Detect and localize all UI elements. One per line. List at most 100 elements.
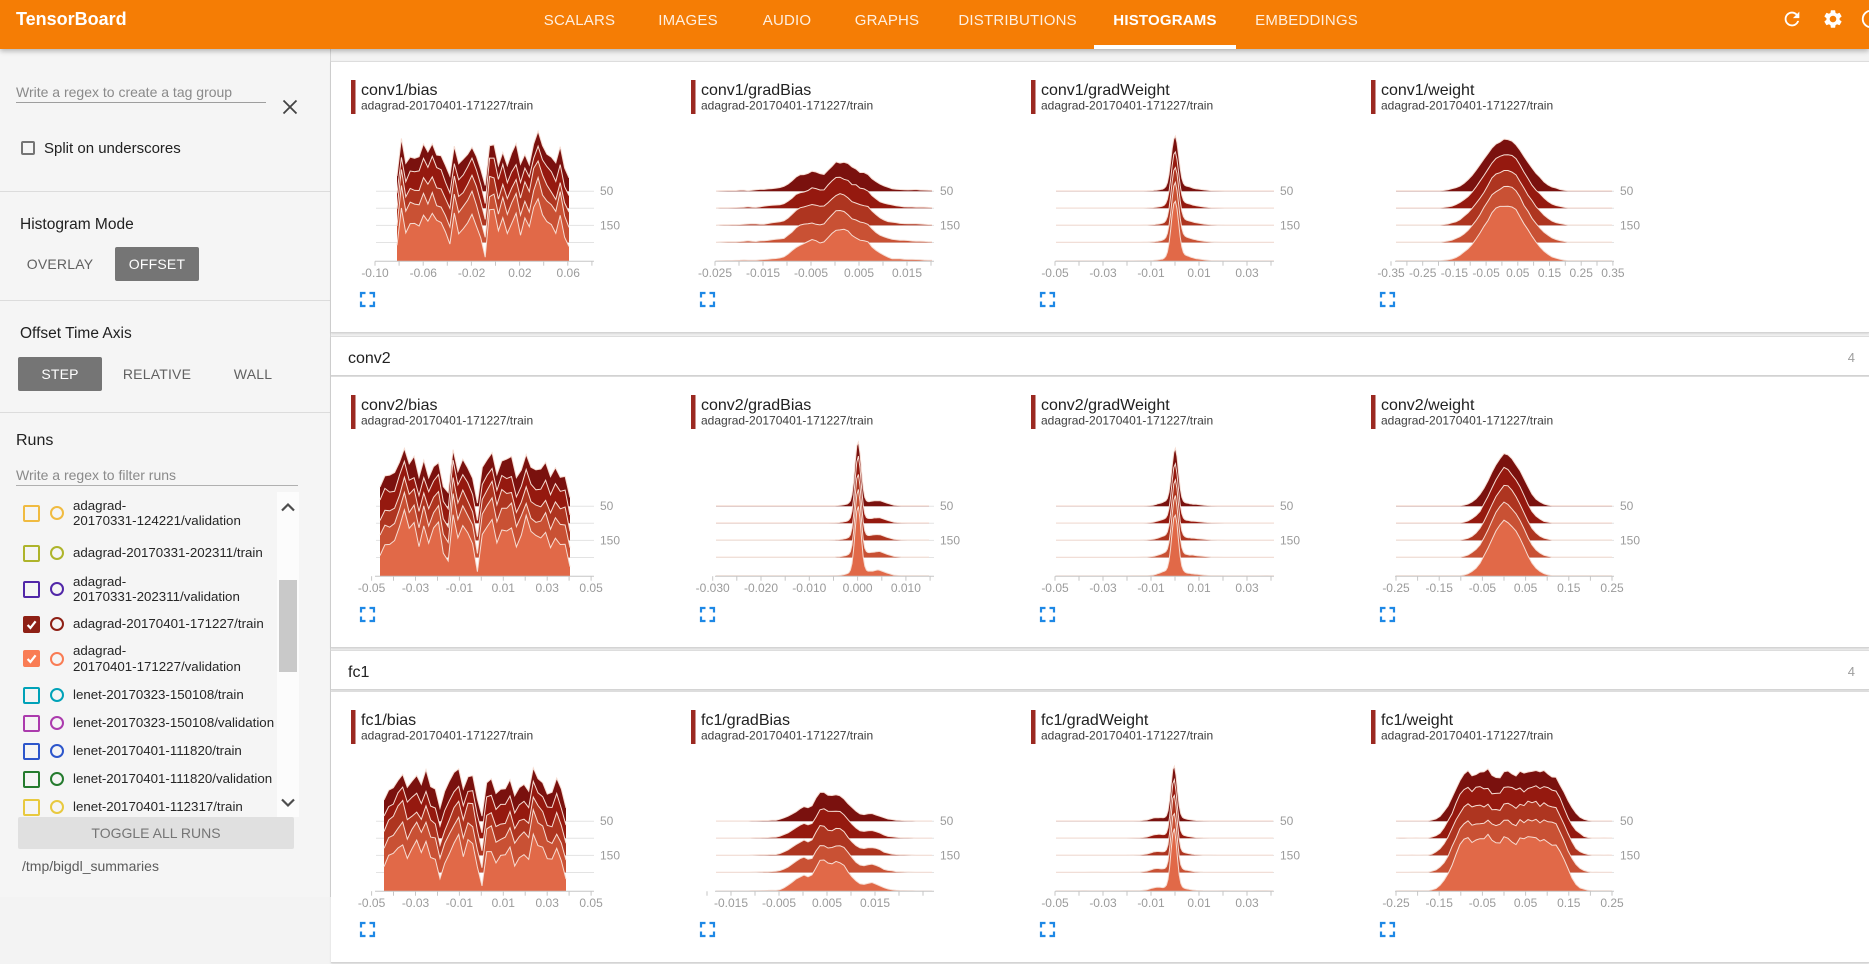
svg-text:fc1/gradWeight: fc1/gradWeight (1041, 712, 1149, 729)
svg-text:0.15: 0.15 (1538, 266, 1562, 280)
svg-text:-0.010: -0.010 (792, 581, 826, 595)
svg-text:adagrad-20170401-171227/train: adagrad-20170401-171227/train (701, 729, 873, 743)
svg-text:0.25: 0.25 (1600, 581, 1624, 595)
svg-text:-0.005: -0.005 (794, 266, 828, 280)
svg-text:adagrad-20170401-171227/train: adagrad-20170401-171227/train (701, 99, 873, 113)
svg-text:0.25: 0.25 (1570, 266, 1594, 280)
svg-text:150: 150 (940, 219, 960, 233)
svg-text:-0.020: -0.020 (744, 581, 778, 595)
svg-text:150: 150 (1280, 219, 1300, 233)
svg-text:-0.06: -0.06 (410, 266, 438, 280)
svg-text:0.05: 0.05 (579, 581, 603, 595)
svg-text:-0.25: -0.25 (1382, 581, 1410, 595)
svg-text:150: 150 (940, 849, 960, 863)
svg-text:50: 50 (600, 499, 614, 513)
svg-text:0.03: 0.03 (1235, 581, 1259, 595)
svg-text:0.03: 0.03 (536, 581, 560, 595)
svg-text:-0.15: -0.15 (1441, 266, 1469, 280)
svg-text:150: 150 (1280, 534, 1300, 548)
svg-text:conv1/weight: conv1/weight (1381, 82, 1475, 99)
svg-text:conv1/gradBias: conv1/gradBias (701, 82, 811, 99)
svg-text:0.02: 0.02 (508, 266, 532, 280)
svg-text:0.01: 0.01 (492, 896, 516, 910)
svg-text:50: 50 (940, 184, 954, 198)
svg-text:50: 50 (940, 499, 954, 513)
svg-text:-0.01: -0.01 (1137, 581, 1165, 595)
svg-text:-0.015: -0.015 (746, 266, 780, 280)
svg-text:0.005: 0.005 (812, 896, 842, 910)
svg-text:50: 50 (600, 814, 614, 828)
svg-text:adagrad-20170401-171227/train: adagrad-20170401-171227/train (1041, 99, 1213, 113)
svg-text:-0.05: -0.05 (1041, 896, 1069, 910)
svg-text:-0.03: -0.03 (1089, 581, 1117, 595)
svg-text:50: 50 (1280, 184, 1294, 198)
svg-text:0.15: 0.15 (1557, 581, 1581, 595)
svg-text:0.010: 0.010 (891, 581, 921, 595)
svg-text:adagrad-20170401-171227/train: adagrad-20170401-171227/train (1381, 99, 1553, 113)
svg-text:50: 50 (600, 184, 614, 198)
svg-text:150: 150 (1620, 219, 1640, 233)
svg-text:adagrad-20170401-171227/train: adagrad-20170401-171227/train (361, 414, 533, 428)
svg-text:-0.25: -0.25 (1409, 266, 1437, 280)
svg-text:0.06: 0.06 (557, 266, 581, 280)
svg-text:-0.02: -0.02 (458, 266, 486, 280)
svg-text:adagrad-20170401-171227/train: adagrad-20170401-171227/train (361, 729, 533, 743)
svg-text:0.35: 0.35 (1601, 266, 1625, 280)
svg-text:-0.01: -0.01 (1137, 896, 1165, 910)
svg-text:conv1/bias: conv1/bias (361, 82, 438, 99)
svg-text:fc1/bias: fc1/bias (361, 712, 416, 729)
svg-text:0.05: 0.05 (1514, 896, 1538, 910)
svg-text:-0.03: -0.03 (402, 581, 430, 595)
svg-text:0.05: 0.05 (1514, 581, 1538, 595)
svg-text:0.05: 0.05 (579, 896, 603, 910)
svg-text:0.15: 0.15 (1557, 896, 1581, 910)
svg-text:0.03: 0.03 (536, 896, 560, 910)
svg-text:adagrad-20170401-171227/train: adagrad-20170401-171227/train (1041, 414, 1213, 428)
svg-text:150: 150 (940, 534, 960, 548)
svg-text:0.015: 0.015 (892, 266, 922, 280)
svg-text:-0.025: -0.025 (698, 266, 732, 280)
svg-text:0.015: 0.015 (860, 896, 890, 910)
svg-text:-0.10: -0.10 (361, 266, 389, 280)
svg-text:0.03: 0.03 (1235, 896, 1259, 910)
svg-text:-0.15: -0.15 (1426, 581, 1454, 595)
svg-text:0.01: 0.01 (1187, 266, 1211, 280)
svg-text:adagrad-20170401-171227/train: adagrad-20170401-171227/train (701, 414, 873, 428)
svg-text:adagrad-20170401-171227/train: adagrad-20170401-171227/train (361, 99, 533, 113)
svg-text:150: 150 (600, 849, 620, 863)
svg-text:-0.03: -0.03 (1089, 266, 1117, 280)
svg-text:adagrad-20170401-171227/train: adagrad-20170401-171227/train (1381, 729, 1553, 743)
svg-text:-0.05: -0.05 (358, 896, 386, 910)
svg-text:fc1/gradBias: fc1/gradBias (701, 712, 790, 729)
svg-text:150: 150 (600, 219, 620, 233)
svg-text:-0.05: -0.05 (1041, 266, 1069, 280)
svg-text:0.03: 0.03 (1235, 266, 1259, 280)
svg-text:-0.05: -0.05 (1472, 266, 1500, 280)
svg-text:-0.015: -0.015 (714, 896, 748, 910)
svg-text:conv1/gradWeight: conv1/gradWeight (1041, 82, 1170, 99)
svg-text:150: 150 (1620, 534, 1640, 548)
svg-text:adagrad-20170401-171227/train: adagrad-20170401-171227/train (1041, 729, 1213, 743)
svg-text:150: 150 (1280, 849, 1300, 863)
svg-text:-0.05: -0.05 (1041, 581, 1069, 595)
svg-text:-0.03: -0.03 (402, 896, 430, 910)
svg-text:0.000: 0.000 (843, 581, 873, 595)
svg-text:-0.030: -0.030 (696, 581, 730, 595)
svg-text:0.25: 0.25 (1600, 896, 1624, 910)
svg-text:-0.25: -0.25 (1382, 896, 1410, 910)
svg-text:50: 50 (940, 814, 954, 828)
svg-text:0.005: 0.005 (844, 266, 874, 280)
svg-text:150: 150 (1620, 849, 1640, 863)
svg-text:50: 50 (1620, 814, 1634, 828)
svg-text:-0.05: -0.05 (358, 581, 386, 595)
svg-text:-0.01: -0.01 (1137, 266, 1165, 280)
svg-text:-0.15: -0.15 (1426, 896, 1454, 910)
svg-text:50: 50 (1280, 814, 1294, 828)
svg-text:conv2/weight: conv2/weight (1381, 397, 1475, 414)
svg-text:fc1/weight: fc1/weight (1381, 712, 1454, 729)
svg-text:50: 50 (1620, 499, 1634, 513)
svg-text:adagrad-20170401-171227/train: adagrad-20170401-171227/train (1381, 414, 1553, 428)
svg-text:50: 50 (1620, 184, 1634, 198)
svg-text:0.01: 0.01 (492, 581, 516, 595)
svg-text:-0.05: -0.05 (1469, 896, 1497, 910)
